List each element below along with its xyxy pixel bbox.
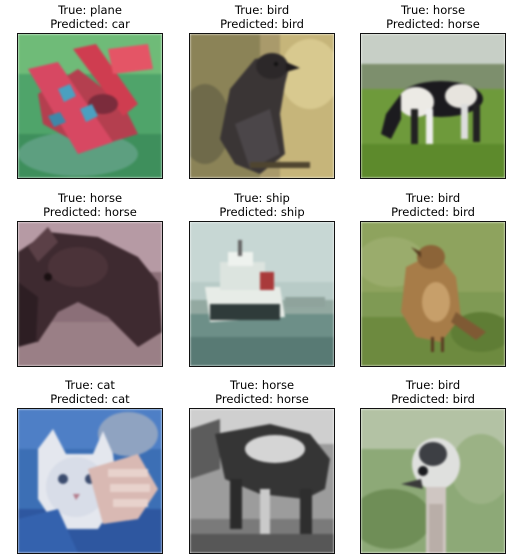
predicted-label: Predicted: bird	[220, 17, 304, 31]
predicted-label: Predicted: horse	[43, 205, 137, 219]
caption-8: True: horse Predicted: horse	[189, 378, 335, 406]
caption-6: True: bird Predicted: bird	[360, 191, 506, 219]
caption-7: True: cat Predicted: cat	[17, 378, 163, 406]
caption-9: True: bird Predicted: bird	[360, 378, 506, 406]
plane-picture	[18, 34, 162, 178]
true-label: True: horse	[400, 3, 466, 17]
bird-picture	[190, 34, 334, 178]
sample-image-cat	[17, 408, 163, 554]
caption-3: True: horse Predicted: horse	[360, 3, 506, 31]
sample-image-ship	[189, 221, 335, 367]
sample-image-gray-horse	[189, 408, 335, 554]
sample-image-brown-bird	[360, 221, 506, 367]
predicted-label: Predicted: ship	[219, 205, 305, 219]
sample-image-ostrich	[360, 408, 506, 554]
sample-image-bird	[189, 33, 335, 179]
gray-horse-picture	[190, 409, 334, 553]
true-label: True: horse	[57, 191, 123, 205]
brown-bird-picture	[361, 222, 505, 366]
predicted-label: Predicted: bird	[391, 205, 475, 219]
caption-5: True: ship Predicted: ship	[189, 191, 335, 219]
caption-2: True: bird Predicted: bird	[189, 3, 335, 31]
true-label: True: bird	[405, 378, 461, 392]
true-label: True: plane	[58, 3, 122, 17]
horse-picture	[361, 34, 505, 178]
true-label: True: ship	[234, 191, 290, 205]
predicted-label: Predicted: bird	[391, 392, 475, 406]
cat-picture	[18, 409, 162, 553]
true-label: True: bird	[405, 191, 461, 205]
sample-image-plane	[17, 33, 163, 179]
sample-image-horse-head	[17, 221, 163, 367]
true-label: True: bird	[234, 3, 290, 17]
ship-picture	[190, 222, 334, 366]
horse-head-picture	[18, 222, 162, 366]
caption-4: True: horse Predicted: horse	[17, 191, 163, 219]
true-label: True: horse	[229, 378, 295, 392]
ostrich-picture	[361, 409, 505, 553]
predicted-label: Predicted: car	[50, 17, 130, 31]
predicted-label: Predicted: horse	[215, 392, 309, 406]
caption-1: True: plane Predicted: car	[17, 3, 163, 31]
predicted-label: Predicted: horse	[386, 17, 480, 31]
sample-image-horse-grazing	[360, 33, 506, 179]
predicted-label: Predicted: cat	[50, 392, 130, 406]
true-label: True: cat	[65, 378, 115, 392]
